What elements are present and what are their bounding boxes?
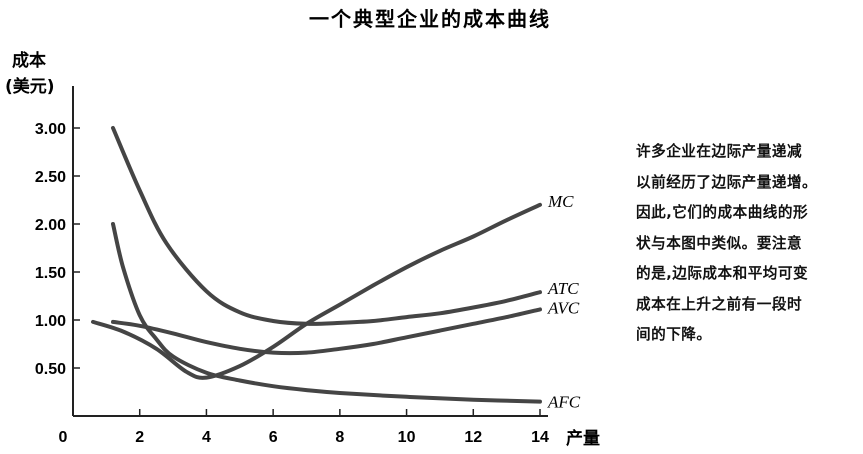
explanatory-note: 许多企业在边际产量递减 以前经历了边际产量递增。 因此,它们的成本曲线的形 状与… xyxy=(636,137,858,351)
curve-atc xyxy=(111,126,542,326)
x-tick-label: 6 xyxy=(269,429,278,446)
curve-label-mc: MC xyxy=(547,192,574,211)
x-tick-label: 8 xyxy=(335,429,344,446)
x-tick-label: 14 xyxy=(531,429,549,446)
curve-label-atc: ATC xyxy=(547,279,579,298)
y-tick-label: 1.50 xyxy=(35,265,66,282)
curve-avc xyxy=(111,307,542,356)
curve-afc xyxy=(111,222,542,404)
x-tick-label: 12 xyxy=(464,429,482,446)
x-tick-label: 2 xyxy=(135,429,144,446)
curve-label-avc: AVC xyxy=(547,298,580,317)
curve-label-afc: AFC xyxy=(547,393,581,412)
note-line: 以前经历了边际产量递增。 xyxy=(636,173,818,191)
note-line: 许多企业在边际产量递减 xyxy=(636,143,803,160)
y-tick-label: 2.50 xyxy=(35,169,66,186)
note-line: 间的下降。 xyxy=(636,326,712,343)
note-line: 状与本图中类似。要注意 xyxy=(636,234,803,252)
y-axis-label-line2: (美元) xyxy=(5,76,55,97)
note-line: 成本在上升之前有一段时 xyxy=(636,295,803,313)
x-axis-label: 产量 xyxy=(566,428,600,449)
note-line: 的是,边际成本和平均可变 xyxy=(636,265,809,282)
y-tick-label: 0.50 xyxy=(35,361,66,378)
note-line: 因此,它们的成本曲线的形 xyxy=(636,204,809,221)
y-tick-label: 2.00 xyxy=(35,217,66,234)
y-tick-label: 3.00 xyxy=(35,121,66,138)
x-tick-label: 4 xyxy=(202,429,211,446)
x-tick-label: 0 xyxy=(59,429,68,446)
chart-title: 一个典型企业的成本曲线 xyxy=(309,7,551,31)
y-tick-label: 1.00 xyxy=(35,313,66,330)
x-tick-label: 10 xyxy=(398,429,416,446)
y-axis-label-line1: 成本 xyxy=(12,50,46,71)
